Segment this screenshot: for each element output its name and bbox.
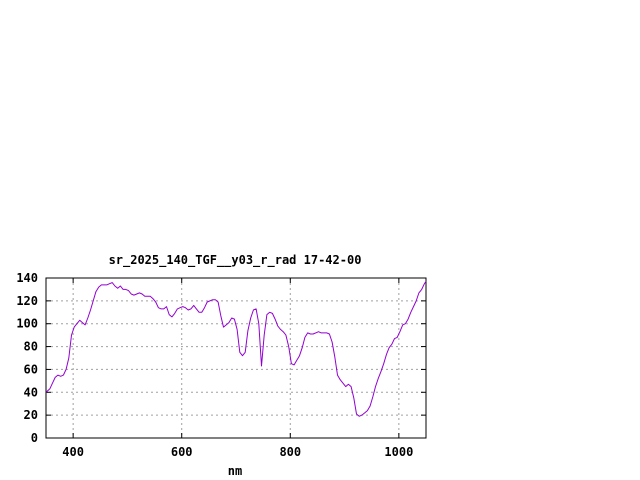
plot-frame [45, 277, 427, 439]
x-tick-label: 800 [279, 445, 301, 459]
chart-title: sr_2025_140_TGF__y03_r_rad 17-42-00 [109, 253, 362, 268]
x-tick-label: 400 [62, 445, 84, 459]
axis-ticks: 0 20 40 60 80 100 120 140 400 600 800 1000 [16, 271, 426, 459]
x-axis-label: nm [228, 464, 242, 478]
x-tick-label: 600 [171, 445, 193, 459]
x-tick-label: 1000 [384, 445, 413, 459]
y-tick-label: 120 [16, 294, 38, 308]
y-tick-label: 140 [16, 271, 38, 285]
y-tick-label: 80 [24, 340, 38, 354]
series-line-0 [45, 281, 427, 417]
y-tick-label: 0 [31, 431, 38, 445]
y-tick-label: 20 [24, 408, 38, 422]
series-layer [45, 281, 427, 417]
grid [46, 278, 426, 438]
y-tick-label: 40 [24, 385, 38, 399]
y-tick-label: 60 [24, 362, 38, 376]
y-tick-label: 100 [16, 317, 38, 331]
